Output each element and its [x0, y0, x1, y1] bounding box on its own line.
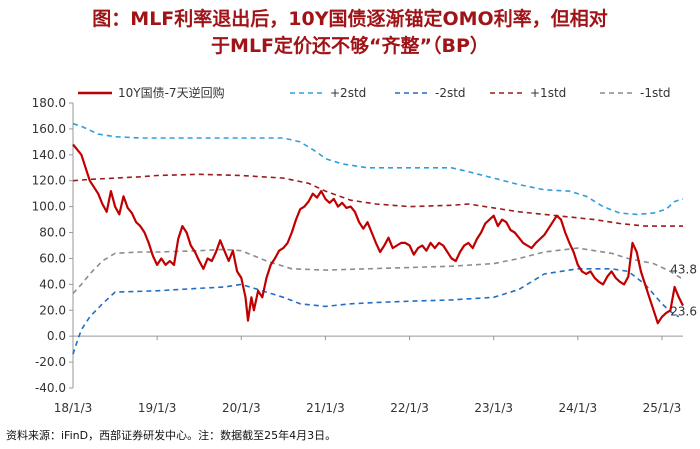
- y-tick-label: 20.0: [39, 303, 66, 317]
- chart-title-line-2: 于MLF定价还不够“齐整”（BP）: [211, 35, 489, 57]
- y-tick-label: -20.0: [35, 355, 66, 369]
- y-tick-label: 160.0: [32, 122, 66, 136]
- x-tick-label: 22/1/3: [390, 401, 429, 415]
- series-line-minus2std: [72, 268, 680, 355]
- series-group: [72, 122, 684, 355]
- y-tick-label: -40.0: [35, 381, 66, 395]
- legend-label: 10Y国债-7天逆回购: [118, 85, 225, 100]
- chart-title-line-1: 图：MLF利率退出后，10Y国债逐渐锚定OMO利率，但相对: [92, 8, 608, 30]
- series-line-plus2std: [72, 122, 684, 216]
- y-tick-label: 120.0: [32, 174, 66, 188]
- x-tick-label: 24/1/3: [559, 401, 598, 415]
- y-tick-label: 40.0: [39, 277, 66, 291]
- series-line-plus1std: [72, 173, 683, 227]
- x-tick-label: 23/1/3: [474, 401, 513, 415]
- y-tick-label: 180.0: [32, 96, 66, 110]
- y-tick-label: 100.0: [32, 200, 66, 214]
- value-annotation: 23.6: [670, 305, 697, 319]
- x-tick-label: 25/1/3: [643, 401, 682, 415]
- legend: 10Y国债-7天逆回购 +2std -2std +1std -1std: [78, 85, 671, 100]
- x-tick-label: 19/1/3: [138, 401, 177, 415]
- x-axis: 18/1/3 19/1/3 20/1/3 21/1/3 22/1/3 23/1/3 24/1…: [54, 335, 683, 415]
- series-line-spread: [72, 143, 684, 325]
- value-annotation: 43.8: [670, 262, 697, 276]
- series-line-minus1std: [72, 247, 684, 294]
- y-tick-label: 60.0: [39, 251, 66, 265]
- legend-label: +1std: [530, 86, 566, 100]
- y-axis: 180.0 160.0 140.0 120.0 100.0 80.0 60.0 40.0 20.…: [32, 96, 74, 395]
- legend-label: -2std: [435, 86, 466, 100]
- y-tick-label: 0.0: [47, 329, 66, 343]
- x-tick-label: 18/1/3: [54, 401, 93, 415]
- source-note: 资料来源：iFinD，西部证券研发中心。注：数据截至25年4月3日。: [6, 429, 337, 442]
- y-tick-label: 140.0: [32, 148, 66, 162]
- x-tick-label: 20/1/3: [222, 401, 261, 415]
- y-tick-label: 80.0: [39, 226, 66, 240]
- legend-label: -1std: [640, 86, 671, 100]
- x-tick-label: 21/1/3: [306, 401, 345, 415]
- legend-label: +2std: [330, 86, 366, 100]
- annotations: 43.8 23.6: [670, 262, 697, 318]
